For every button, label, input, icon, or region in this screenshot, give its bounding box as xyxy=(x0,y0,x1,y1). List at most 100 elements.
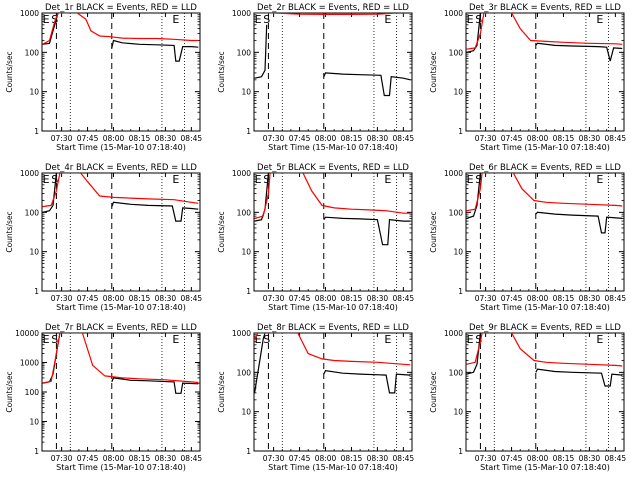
event-marker-s: S xyxy=(263,173,270,186)
y-tick-label: 100 xyxy=(449,208,464,217)
y-axis-label: Counts/sec xyxy=(217,211,226,252)
event-marker-s: S xyxy=(263,333,270,346)
x-tick-label: 07:30 xyxy=(475,134,497,143)
y-axis-label: Counts/sec xyxy=(217,371,226,412)
series-events-line xyxy=(535,42,623,62)
y-tick-label: 10 xyxy=(29,248,39,257)
y-axis-label: Counts/sec xyxy=(429,211,438,252)
x-axis-label: Start Time (15-Mar-10 07:18:40) xyxy=(56,463,186,472)
panel-title: Det_1r BLACK = Events, RED = LLD xyxy=(45,3,197,13)
event-marker-e: E xyxy=(384,173,391,186)
plot-frame xyxy=(253,332,413,452)
x-tick-label: 08:00 xyxy=(103,294,125,303)
event-marker-e: E xyxy=(255,173,262,186)
event-marker-e: E xyxy=(172,333,179,346)
event-marker-e: E xyxy=(255,333,262,346)
event-marker-s: S xyxy=(51,173,58,186)
series-events-line xyxy=(111,201,199,222)
series-lld-line xyxy=(254,13,411,15)
series-events-line xyxy=(535,211,623,234)
event-marker-e: E xyxy=(467,13,474,26)
x-axis-label: Start Time (15-Mar-10 07:18:40) xyxy=(56,303,186,312)
x-tick-label: 08:30 xyxy=(367,134,389,143)
series-events-line xyxy=(111,39,199,62)
plot-frame xyxy=(41,12,201,132)
y-tick-label: 1 xyxy=(246,447,251,456)
x-tick-label: 08:30 xyxy=(155,454,177,463)
y-tick-label: 10 xyxy=(453,248,463,257)
x-tick-label: 07:45 xyxy=(77,294,99,303)
plot-frame xyxy=(465,332,625,452)
panel-title: Det_8r BLACK = Events, RED = LLD xyxy=(257,323,409,333)
panel-title: Det_7r BLACK = Events, RED = LLD xyxy=(45,323,197,333)
x-tick-label: 08:00 xyxy=(315,454,337,463)
x-tick-label: 08:00 xyxy=(315,294,337,303)
x-tick-label: 08:45 xyxy=(181,134,203,143)
x-tick-label: 07:45 xyxy=(501,294,523,303)
y-tick-label: 1000 xyxy=(20,169,39,178)
x-tick-label: 08:30 xyxy=(367,294,389,303)
y-axis-label: Counts/sec xyxy=(429,371,438,412)
panel-title: Det_9r BLACK = Events, RED = LLD xyxy=(469,323,621,333)
x-tick-label: 07:45 xyxy=(77,134,99,143)
x-axis-label: Start Time (15-Mar-10 07:18:40) xyxy=(56,143,186,152)
y-tick-label: 10 xyxy=(29,88,39,97)
event-marker-s: S xyxy=(475,173,482,186)
x-tick-label: 08:15 xyxy=(553,134,575,143)
y-tick-label: 1000 xyxy=(20,9,39,18)
y-tick-label: 1000 xyxy=(444,169,463,178)
event-marker-e: E xyxy=(596,13,603,26)
x-tick-label: 08:15 xyxy=(341,294,363,303)
series-events-line xyxy=(254,333,266,393)
x-tick-label: 08:45 xyxy=(393,134,415,143)
y-tick-label: 1000 xyxy=(232,329,251,338)
x-tick-label: 07:30 xyxy=(51,294,73,303)
event-marker-e: E xyxy=(467,333,474,346)
x-tick-label: 08:15 xyxy=(129,134,151,143)
event-marker-e: E xyxy=(172,173,179,186)
plot-frame xyxy=(465,12,625,132)
y-tick-label: 1 xyxy=(246,127,251,136)
event-marker-e: E xyxy=(384,333,391,346)
y-axis-label: Counts/sec xyxy=(5,211,14,252)
series-lld-line xyxy=(42,333,199,384)
event-marker-e: E xyxy=(596,173,603,186)
plot-frame xyxy=(253,12,413,132)
x-tick-label: 08:15 xyxy=(553,454,575,463)
panel-8: Det_8r BLACK = Events, RED = LLD Counts/s… xyxy=(217,323,414,472)
event-marker-s: S xyxy=(51,333,58,346)
x-tick-label: 07:45 xyxy=(289,454,311,463)
y-axis-label: Counts/sec xyxy=(217,51,226,92)
x-tick-label: 07:45 xyxy=(289,134,311,143)
x-axis-label: Start Time (15-Mar-10 07:18:40) xyxy=(480,463,610,472)
x-axis-label: Start Time (15-Mar-10 07:18:40) xyxy=(268,303,398,312)
series-lld-line xyxy=(42,173,199,208)
panel-1: Det_1r BLACK = Events, RED = LLD Counts/s… xyxy=(5,3,202,152)
y-tick-label: 100 xyxy=(237,368,252,377)
series-events-line xyxy=(111,377,199,394)
y-tick-label: 100 xyxy=(237,208,252,217)
x-tick-label: 08:30 xyxy=(367,454,389,463)
panel-title: Det_6r BLACK = Events, RED = LLD xyxy=(469,163,621,173)
event-marker-e: E xyxy=(172,13,179,26)
x-tick-label: 07:30 xyxy=(263,134,285,143)
event-marker-e: E xyxy=(596,333,603,346)
x-tick-label: 08:00 xyxy=(315,134,337,143)
y-tick-label: 1 xyxy=(246,287,251,296)
x-axis-label: Start Time (15-Mar-10 07:18:40) xyxy=(480,303,610,312)
x-tick-label: 08:00 xyxy=(527,294,549,303)
series-lld-line xyxy=(254,333,411,366)
y-tick-label: 100 xyxy=(449,48,464,57)
event-marker-e: E xyxy=(43,13,50,26)
y-tick-label: 1 xyxy=(34,287,39,296)
series-events-line xyxy=(42,173,57,213)
event-marker-e: E xyxy=(43,173,50,186)
y-tick-label: 10 xyxy=(241,248,251,257)
series-lld-line xyxy=(466,333,623,367)
x-tick-label: 07:30 xyxy=(263,294,285,303)
x-tick-label: 07:45 xyxy=(501,454,523,463)
x-tick-label: 07:30 xyxy=(51,454,73,463)
x-tick-label: 08:30 xyxy=(579,294,601,303)
y-tick-label: 1 xyxy=(34,127,39,136)
x-tick-label: 08:15 xyxy=(129,454,151,463)
